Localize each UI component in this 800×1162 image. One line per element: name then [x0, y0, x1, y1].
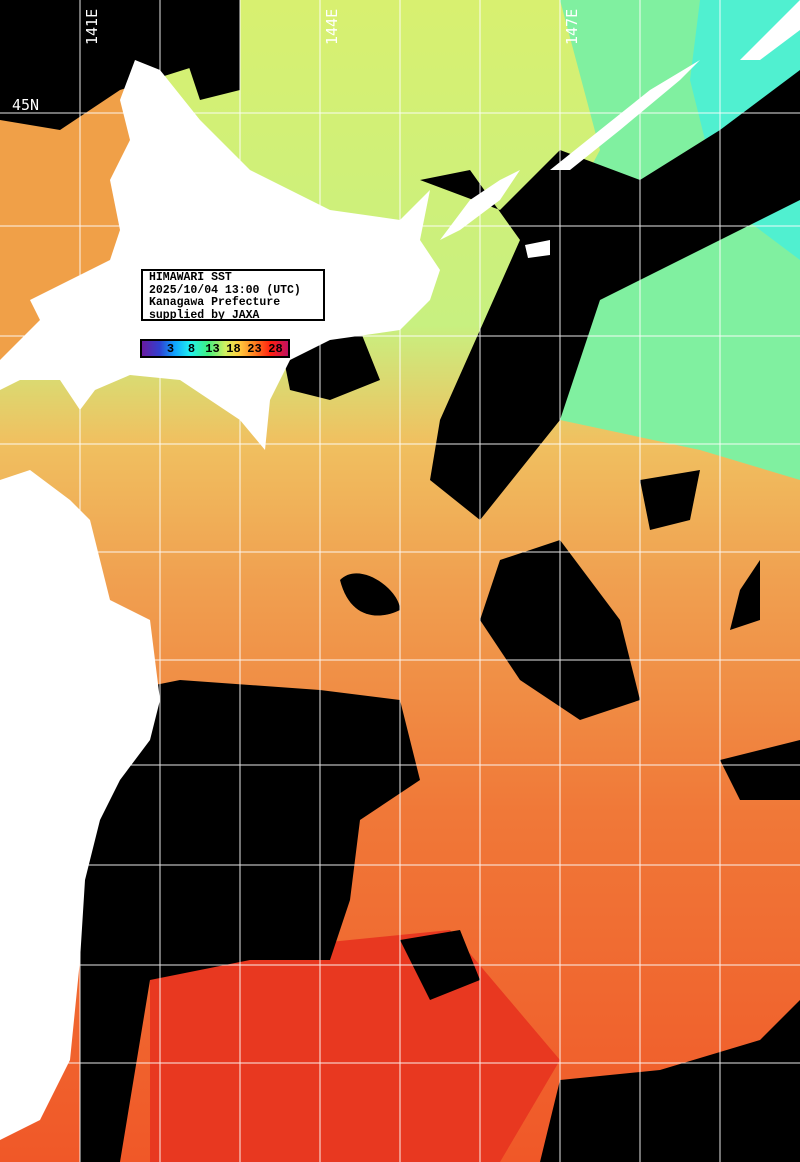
info-title: HIMAWARI SST	[149, 271, 232, 284]
kuril-island-etorofu	[550, 60, 700, 170]
colorbar-tick: 3	[166, 341, 175, 356]
lon-label-147e: 147E	[563, 9, 581, 45]
kuril-island-urup	[740, 0, 800, 60]
hokkaido	[0, 60, 440, 450]
lon-label-144e: 144E	[323, 9, 341, 45]
lat-label-45n: 45N	[12, 96, 39, 114]
colorbar-tick: 23	[247, 341, 262, 356]
info-source: Kanagawa Prefecture	[149, 296, 281, 309]
info-datetime: 2025/10/04 13:00 (UTC)	[149, 283, 301, 297]
info-credit: supplied by JAXA	[149, 308, 260, 322]
colorbar-tick: 13	[205, 341, 220, 356]
info-box: HIMAWARI SST 2025/10/04 13:00 (UTC) Kana…	[141, 269, 325, 321]
colorbar-tick: 8	[187, 341, 196, 356]
lon-label-141e: 141E	[83, 9, 101, 45]
shikotan-island	[525, 240, 550, 258]
colorbar-tick: 28	[268, 341, 283, 356]
color-scale-bar: 3 8 13 18 23 28	[140, 339, 290, 358]
colorbar-tick: 18	[226, 341, 241, 356]
